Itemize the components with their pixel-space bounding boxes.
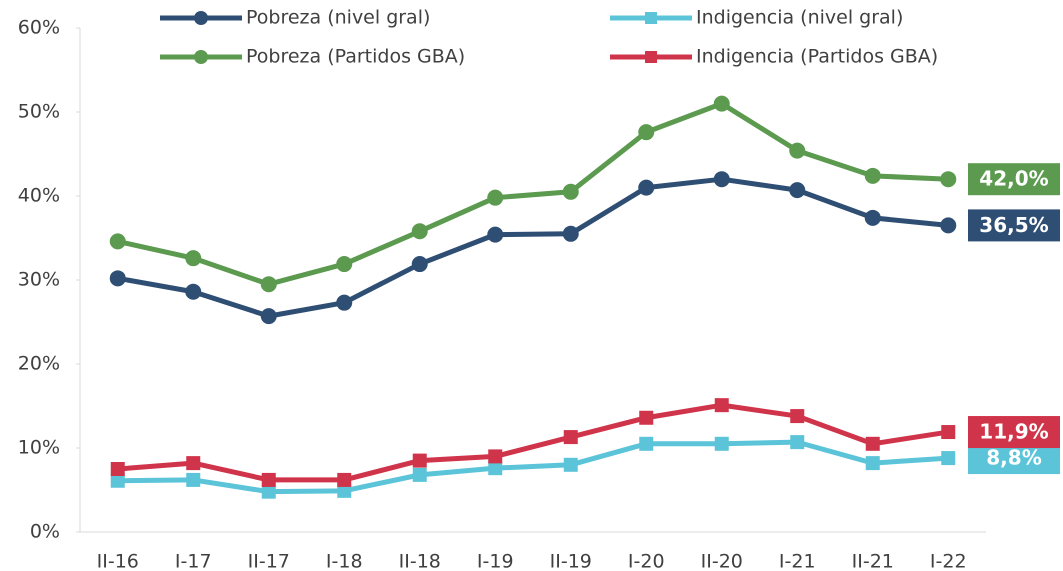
- marker: [110, 473, 125, 488]
- marker: [864, 167, 881, 184]
- marker: [940, 217, 957, 234]
- marker: [336, 294, 353, 311]
- x-tick-label: II-21: [852, 551, 894, 571]
- marker: [563, 430, 578, 445]
- marker: [562, 225, 579, 242]
- value-label-box: [968, 209, 1060, 242]
- value-label: 36,5%: [979, 213, 1048, 237]
- marker: [864, 209, 881, 226]
- legend-label: Pobreza (nivel gral): [246, 7, 430, 29]
- marker: [789, 182, 806, 199]
- marker: [487, 226, 504, 243]
- x-tick-label: I-17: [175, 551, 212, 571]
- y-tick-label: 50%: [18, 101, 60, 123]
- y-tick-label: 20%: [18, 353, 60, 375]
- x-tick-label: I-22: [930, 551, 967, 571]
- legend-label: Indigencia (Partidos GBA): [696, 46, 938, 68]
- marker: [789, 142, 806, 159]
- series-line: [117, 176, 949, 319]
- marker: [638, 124, 655, 141]
- marker: [639, 410, 654, 425]
- y-tick-label: 0%: [30, 521, 60, 543]
- marker: [941, 451, 956, 466]
- marker: [109, 270, 126, 287]
- x-tick-label: II-18: [399, 551, 441, 571]
- x-tick-label: II-19: [550, 551, 592, 571]
- marker: [865, 456, 880, 471]
- value-label: 42,0%: [979, 167, 1048, 191]
- marker: [790, 435, 805, 450]
- y-tick-label: 30%: [18, 269, 60, 291]
- marker: [186, 456, 201, 471]
- x-tick-label: II-17: [248, 551, 290, 571]
- marker: [941, 425, 956, 440]
- marker: [865, 436, 880, 451]
- x-tick-label: I-20: [628, 551, 665, 571]
- marker: [186, 472, 201, 487]
- x-tick-label: II-20: [701, 551, 743, 571]
- marker: [185, 283, 202, 300]
- x-tick-label: II-16: [97, 551, 139, 571]
- marker: [412, 467, 427, 482]
- series-line: [117, 402, 949, 483]
- x-tick-label: I-18: [326, 551, 363, 571]
- marker: [713, 95, 730, 112]
- marker: [645, 51, 657, 63]
- marker: [194, 11, 208, 25]
- marker: [488, 461, 503, 476]
- marker: [563, 457, 578, 472]
- marker: [336, 256, 353, 273]
- marker: [110, 462, 125, 476]
- series-line: [117, 439, 949, 495]
- value-label-box: [968, 416, 1060, 449]
- marker: [411, 223, 428, 240]
- marker: [260, 276, 277, 293]
- marker: [487, 189, 504, 206]
- x-tick-label: I-21: [779, 551, 816, 571]
- marker: [260, 308, 277, 325]
- x-tick-label: I-19: [477, 551, 514, 571]
- marker: [639, 436, 654, 451]
- marker: [194, 50, 208, 64]
- marker: [109, 233, 126, 250]
- marker: [714, 398, 729, 413]
- marker: [337, 483, 352, 498]
- value-label: 11,9%: [979, 420, 1048, 444]
- marker: [645, 12, 657, 24]
- marker: [337, 472, 352, 487]
- series-line: [117, 101, 949, 287]
- marker: [411, 256, 428, 273]
- marker: [713, 171, 730, 188]
- legend-label: Indigencia (nivel gral): [696, 7, 903, 29]
- y-tick-label: 60%: [18, 17, 60, 39]
- value-label-box: [968, 163, 1060, 196]
- marker: [940, 171, 957, 188]
- marker: [261, 484, 276, 499]
- marker: [261, 472, 276, 487]
- value-label: 8,8%: [986, 446, 1041, 470]
- marker: [638, 179, 655, 196]
- legend-label: Pobreza (Partidos GBA): [246, 46, 465, 68]
- y-tick-label: 10%: [18, 437, 60, 459]
- marker: [488, 449, 503, 464]
- marker: [714, 436, 729, 451]
- marker: [790, 409, 805, 424]
- marker: [562, 183, 579, 200]
- marker: [412, 453, 427, 468]
- marker: [185, 250, 202, 267]
- y-tick-label: 40%: [18, 185, 60, 207]
